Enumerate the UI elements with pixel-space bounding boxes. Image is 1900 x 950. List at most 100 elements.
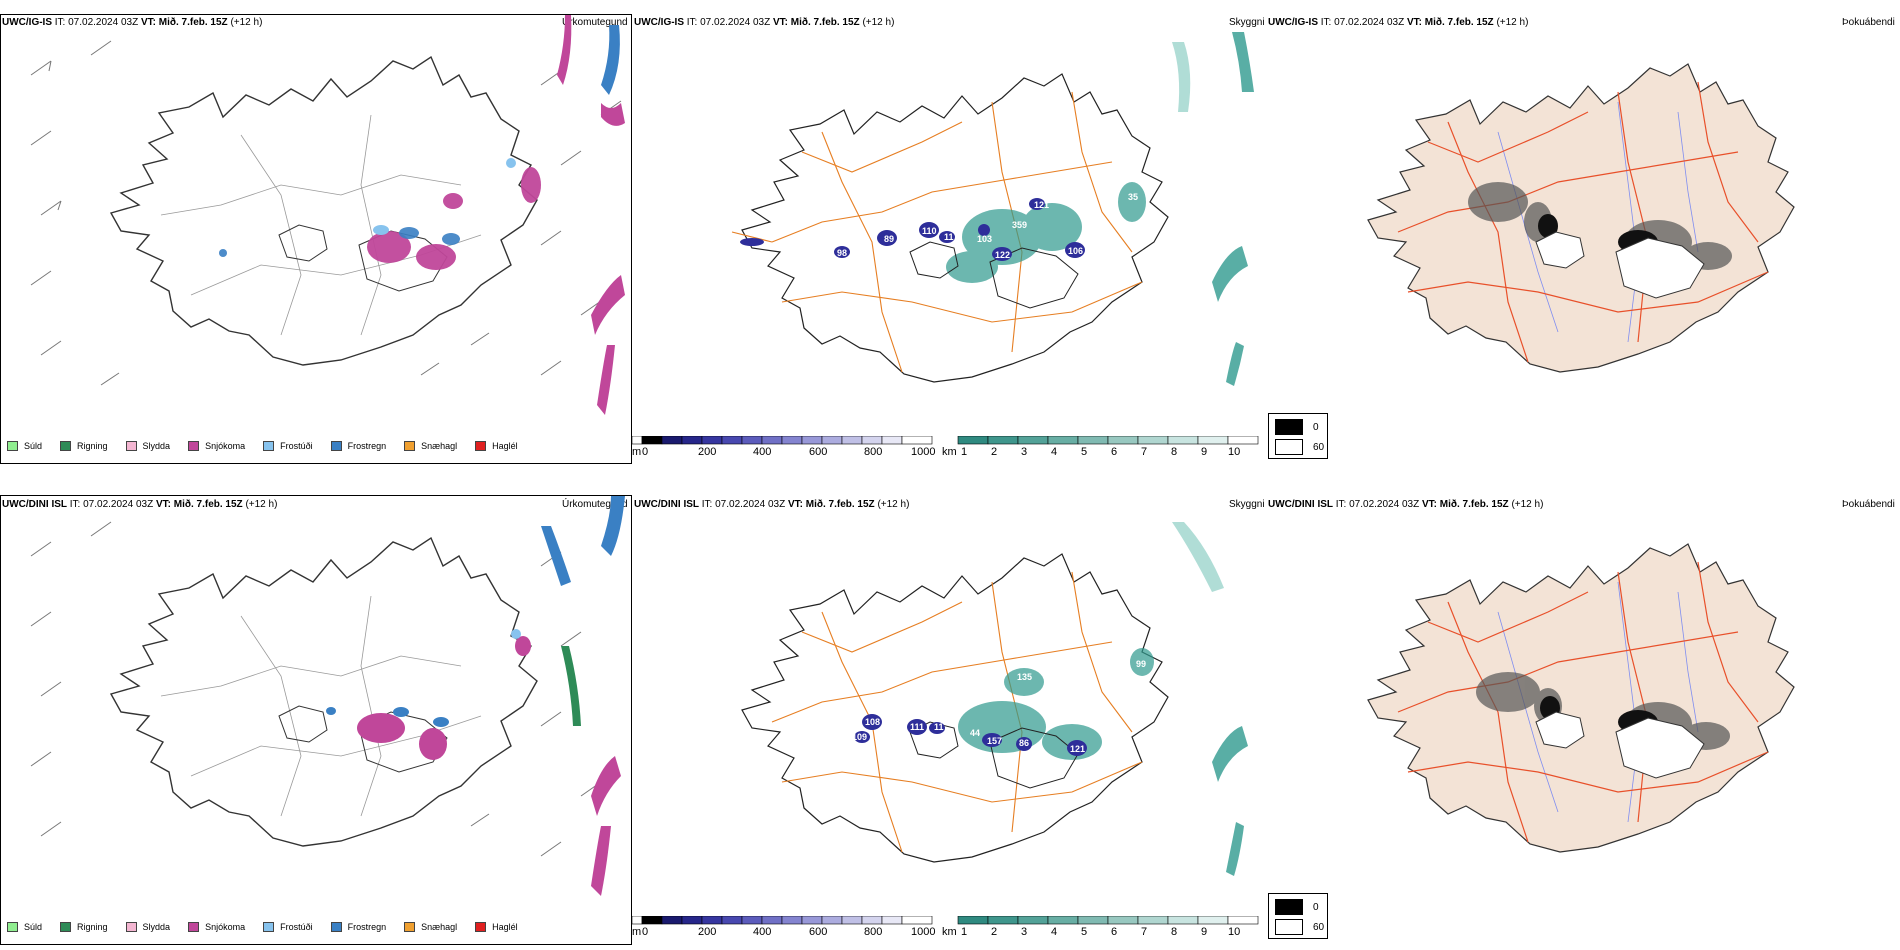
legend-label: Haglél xyxy=(492,922,518,932)
ceiling-tick: 600 xyxy=(809,926,828,938)
ceiling-tick: 200 xyxy=(698,926,717,938)
fog-map-svg xyxy=(1367,63,1795,373)
vis-tick: 5 xyxy=(1081,446,1088,458)
ceiling-tick: 400 xyxy=(753,926,772,938)
vis-unit: km xyxy=(942,926,957,938)
ceiling-labels: 89 98 110 11 359 121 103 122 106 35 xyxy=(837,192,1138,260)
legend-swatch xyxy=(60,441,72,451)
legend-swatch xyxy=(263,441,275,451)
svg-text:121: 121 xyxy=(1070,744,1085,754)
colorbars: m 0 200 400 600 800 1000 km 1 2 3 4 5 6 … xyxy=(632,436,1264,460)
ceiling-tick: 1000 xyxy=(911,926,936,938)
ceiling-tick: 1000 xyxy=(911,446,936,458)
legend-swatch xyxy=(330,441,342,451)
svg-text:157: 157 xyxy=(987,736,1002,746)
legend-label: Frostúði xyxy=(280,922,313,932)
svg-text:11: 11 xyxy=(934,722,944,732)
vis-tick: 3 xyxy=(1021,926,1028,938)
vis-tick: 1 xyxy=(961,926,968,938)
vis-tick: 2 xyxy=(991,446,998,458)
fog-map xyxy=(1268,32,1888,432)
legend-item: Haglél xyxy=(475,922,518,932)
visibility-map: 108 109 111 11 135 44 157 86 121 99 xyxy=(632,512,1264,912)
legend-label: Snæhagl xyxy=(421,441,458,451)
legend-label: Slydda xyxy=(142,441,171,451)
colorbars: m 0 200 400 600 800 1000 km 1 2 3 4 5 6 … xyxy=(632,916,1264,940)
legend-label: Haglél xyxy=(492,441,518,451)
panel-title: Þokuábendi xyxy=(1842,17,1895,28)
offshore-precip xyxy=(557,15,625,415)
vis-tick: 9 xyxy=(1201,446,1208,458)
precip-legend: Súld Rigning Slydda Snjókoma Frostúði Frostre… xyxy=(7,441,536,451)
legend-swatch xyxy=(7,441,18,451)
fog-map xyxy=(1268,512,1888,912)
vis-tick: 1 xyxy=(961,446,968,458)
panel-header: UWC/IG-IS IT: 07.02.2024 03Z VT: Mið. 7.… xyxy=(634,17,895,28)
legend-item: Haglél xyxy=(475,441,518,451)
legend-swatch xyxy=(7,922,18,932)
swatch-black xyxy=(1275,419,1303,435)
legend-item: Frostúði xyxy=(263,441,313,451)
legend-item: Frostúði xyxy=(263,922,313,932)
legend-item: Frostregn xyxy=(330,441,387,451)
legend-item: Súld xyxy=(7,441,42,451)
fog-map-svg xyxy=(1367,543,1795,853)
legend-label: Snæhagl xyxy=(421,922,458,932)
ceiling-tick: 200 xyxy=(698,446,717,458)
legend-item: Snæhagl xyxy=(404,441,457,451)
precip-type-map: Súld Rigning Slydda Snjókoma Frostúði Frostre… xyxy=(0,14,632,464)
vis-tick: 3 xyxy=(1021,446,1028,458)
vis-tick: 10 xyxy=(1228,926,1241,938)
precip-legend: Súld Rigning Slydda Snjókoma Frostúði Frostre… xyxy=(7,922,536,932)
vis-tick: 9 xyxy=(1201,926,1208,938)
panel-title: Þokuábendi xyxy=(1842,499,1895,510)
vis-tick: 8 xyxy=(1171,446,1178,458)
svg-text:86: 86 xyxy=(1019,738,1029,748)
legend-swatch xyxy=(188,441,200,451)
legend-item: Rigning xyxy=(60,922,108,932)
legend-label: Snjókoma xyxy=(205,922,246,932)
svg-text:99: 99 xyxy=(1136,659,1146,669)
vis-tick: 6 xyxy=(1111,446,1118,458)
legend-swatch xyxy=(60,922,72,932)
ceiling-tick: 0 xyxy=(642,446,649,458)
panel-title: Úrkomutegund xyxy=(562,17,628,28)
cloud-legend: 0 60 xyxy=(1268,893,1328,939)
panel-header: UWC/DINI ISL IT: 07.02.2024 03Z VT: Mið.… xyxy=(1268,499,1544,510)
vis-tick: 4 xyxy=(1051,446,1058,458)
panel-header: UWC/IG-IS IT: 07.02.2024 03Z VT: Mið. 7.… xyxy=(2,17,263,28)
vis-tick: 8 xyxy=(1171,926,1178,938)
legend-swatch xyxy=(263,922,275,932)
legend-swatch xyxy=(188,922,200,932)
svg-text:109: 109 xyxy=(852,732,867,742)
panel-header: UWC/IG-IS IT: 07.02.2024 03Z VT: Mið. 7.… xyxy=(1268,17,1529,28)
svg-text:89: 89 xyxy=(884,234,894,244)
legend-label: Rigning xyxy=(77,922,108,932)
panel-title: Skyggni xyxy=(1229,499,1265,510)
svg-text:359: 359 xyxy=(1012,220,1027,230)
vis-tick: 2 xyxy=(991,926,998,938)
panel-title: Skyggni xyxy=(1229,17,1265,28)
legend-label: Slydda xyxy=(142,922,171,932)
legend-item: Frostregn xyxy=(330,922,387,932)
svg-text:106: 106 xyxy=(1068,246,1083,256)
legend-label: Frostregn xyxy=(347,441,387,451)
cloud-legend: 0 60 xyxy=(1268,413,1328,459)
precip-type-map: Súld Rigning Slydda Snjókoma Frostúði Frostre… xyxy=(0,495,632,945)
precip-map-svg xyxy=(30,496,625,896)
visibility-map: 89 98 110 11 359 121 103 122 106 35 xyxy=(632,32,1264,432)
ceiling-tick: 600 xyxy=(809,446,828,458)
legend-swatch xyxy=(125,441,137,451)
swatch-white xyxy=(1275,919,1303,935)
svg-text:111: 111 xyxy=(910,722,924,732)
vis-tick: 7 xyxy=(1141,446,1148,458)
panel-title: Úrkomutegund xyxy=(562,499,628,510)
svg-text:98: 98 xyxy=(837,248,847,258)
svg-text:103: 103 xyxy=(977,234,992,244)
legend-item: Slydda xyxy=(125,441,171,451)
ceiling-labels: 108 109 111 11 135 44 157 86 121 99 xyxy=(852,659,1146,754)
legend-label: Frostregn xyxy=(347,922,387,932)
ceiling-tick: 0 xyxy=(642,926,649,938)
legend-swatch xyxy=(475,922,487,932)
ceiling-tick: 800 xyxy=(864,446,883,458)
